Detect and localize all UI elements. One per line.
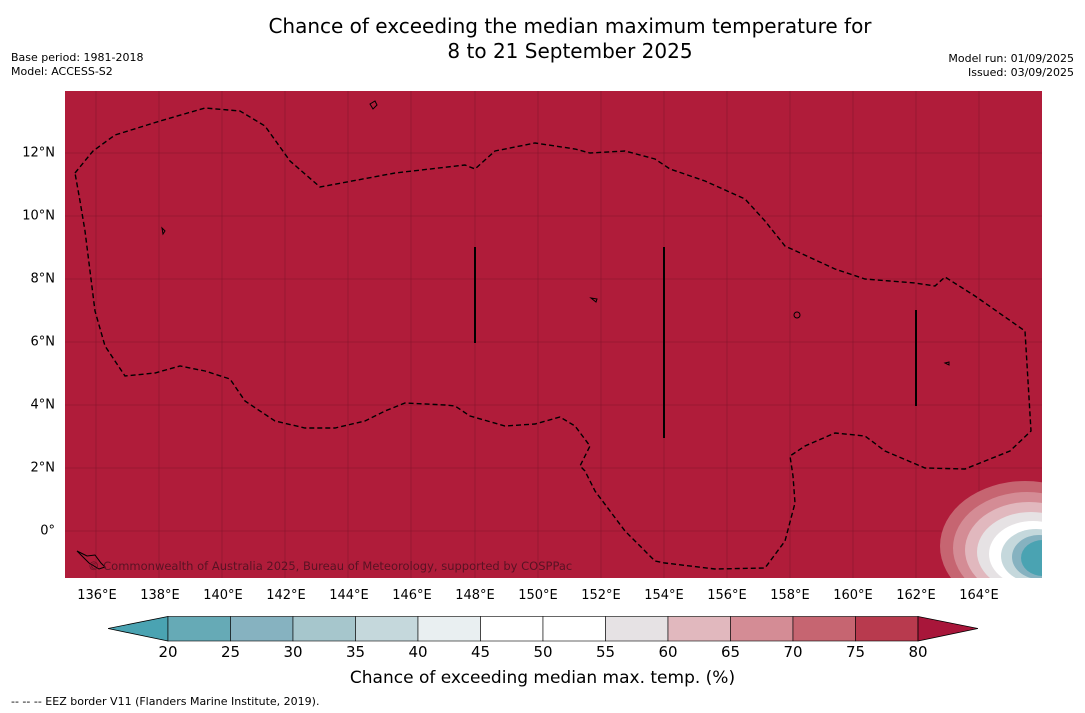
title-line-2: 8 to 21 September 2025 [447,39,693,63]
colorbar-tick: 55 [595,643,616,661]
colorbar-segment [480,616,544,642]
lon-tick: 158°E [770,588,810,603]
lon-tick: 162°E [896,588,936,603]
colorbar-tick: 25 [220,643,241,661]
lon-tick: 136°E [77,588,117,603]
colorbar-segment [667,616,731,642]
colorbar-tick: 50 [533,643,553,661]
colorbar-tick: 20 [158,643,178,661]
colorbar-tick: 45 [470,643,491,661]
colorbar-tick: 70 [783,643,803,661]
lon-tick: 156°E [707,588,747,603]
colorbar-tick: 30 [283,643,303,661]
colorbar-tick: 75 [845,643,866,661]
colorbar [107,616,979,646]
lat-tick: 6°N [30,334,56,350]
map-canvas [65,91,1042,578]
lon-tick: 164°E [959,588,999,603]
colorbar-segment [355,616,419,642]
map-title: Chance of exceeding the median maximum t… [0,14,1085,64]
linear-features [474,247,917,438]
colorbar-segment [167,616,231,642]
lat-tick: 0° [40,523,55,539]
lon-tick: 148°E [455,588,495,603]
anomaly-patch [940,481,1042,578]
colorbar-over-arrow [917,616,979,642]
lon-tick: 160°E [833,588,873,603]
colorbar-segment [730,616,794,642]
colorbar-segment [792,616,856,642]
title-line-1: Chance of exceeding the median maximum t… [268,14,872,38]
lon-tick: 152°E [581,588,621,603]
copyright-notice: © Commonwealth of Australia 2025, Bureau… [88,559,573,573]
islands [76,100,950,570]
lon-tick: 154°E [644,588,684,603]
base-period: Base period: 1981-2018 [11,51,144,64]
forecast-map [65,91,1042,578]
lon-tick: 146°E [392,588,432,603]
colorbar-label: Chance of exceeding median max. temp. (%… [349,668,736,688]
lat-tick: 2°N [30,460,56,476]
lon-tick: 140°E [203,588,243,603]
issued-date: Issued: 03/09/2025 [967,66,1074,79]
colorbar-segment [292,616,356,642]
lon-tick: 138°E [140,588,180,603]
lat-tick: 10°N [22,208,55,224]
lat-tick: 12°N [22,145,55,161]
colorbar-segment [855,616,919,642]
colorbar-tick: 65 [720,643,741,661]
colorbar-segment [417,616,481,642]
lat-tick: 8°N [30,271,56,287]
colorbar-tick: 40 [408,643,428,661]
lat-tick: 4°N [30,397,56,413]
colorbar-segment [230,616,294,642]
lon-tick: 150°E [518,588,558,603]
lon-tick: 142°E [266,588,306,603]
base-info: Base period: 1981-2018 Model: ACCESS-S2 [11,51,143,79]
colorbar-graphic [107,616,979,642]
colorbar-tick: 35 [345,643,366,661]
colorbar-segment [542,616,606,642]
eez-footnote: -- -- -- EEZ border V11 (Flanders Marine… [11,695,320,708]
model-run: Model run: 01/09/2025 [948,52,1074,65]
eez-border [74,107,1032,570]
colorbar-tick: 60 [658,643,678,661]
map-background [65,91,1042,578]
colorbar-tick: 80 [908,643,928,661]
model-name: Model: ACCESS-S2 [11,65,113,78]
colorbar-under-arrow [107,616,169,642]
run-info: Model run: 01/09/2025 Issued: 03/09/2025 [948,52,1074,80]
lon-tick: 144°E [329,588,369,603]
colorbar-segment [605,616,669,642]
